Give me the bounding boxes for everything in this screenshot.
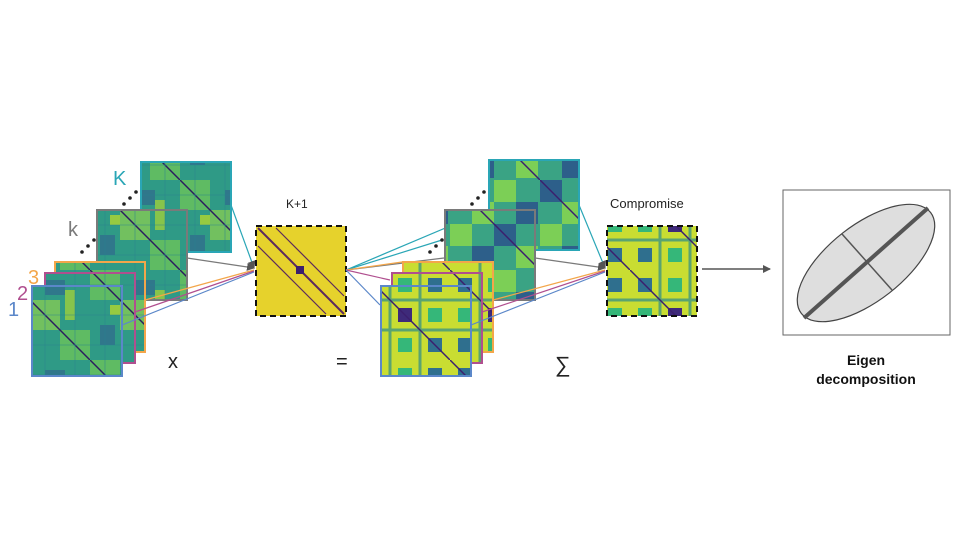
index-label-K: K bbox=[113, 168, 127, 190]
index-label-k: k bbox=[68, 219, 79, 241]
compromise-title: Compromise bbox=[610, 196, 684, 211]
weights-matrix bbox=[255, 225, 347, 317]
product-connectors bbox=[470, 204, 607, 326]
eigen-label-line1: Eigen bbox=[847, 352, 885, 368]
product-matrix-stack bbox=[380, 159, 580, 377]
weights-title: K+1 bbox=[286, 197, 308, 211]
times-sign: x bbox=[168, 351, 178, 373]
index-label-3: 3 bbox=[28, 267, 39, 289]
ellipsis-icon bbox=[428, 190, 486, 254]
pca-ellipse-icon bbox=[796, 203, 936, 323]
eigen-box bbox=[782, 189, 951, 336]
sum-sign: ∑ bbox=[555, 352, 571, 377]
product-1 bbox=[380, 285, 472, 377]
matrix-1 bbox=[31, 285, 123, 377]
index-label-1: 1 bbox=[8, 299, 19, 321]
eigen-label-line2: decomposition bbox=[816, 371, 916, 387]
input-connectors bbox=[121, 204, 256, 326]
input-matrix-stack bbox=[31, 161, 232, 377]
equals-sign: = bbox=[336, 351, 348, 373]
index-label-2: 2 bbox=[17, 283, 28, 305]
compromise-matrix bbox=[606, 225, 698, 317]
ellipsis-icon bbox=[80, 190, 138, 254]
